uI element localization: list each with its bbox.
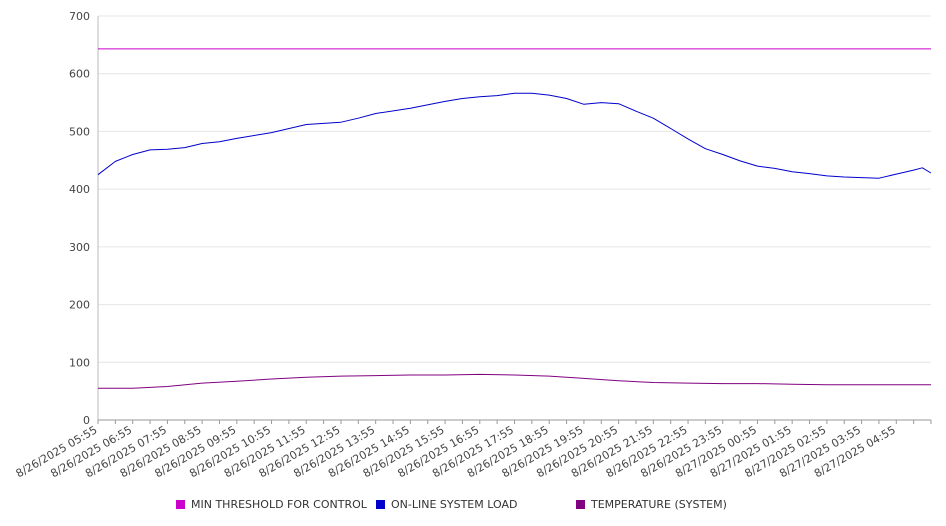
legend-label-temperature: TEMPERATURE (SYSTEM) bbox=[591, 498, 727, 511]
y-tick-label: 0 bbox=[83, 414, 90, 427]
temperature-line bbox=[98, 373, 931, 389]
y-tick-label: 700 bbox=[69, 10, 90, 23]
legend-swatch-min-threshold bbox=[176, 500, 185, 509]
y-tick-label: 100 bbox=[69, 356, 90, 369]
legend-label-system-load: ON-LINE SYSTEM LOAD bbox=[391, 498, 518, 511]
legend-item-min-threshold: MIN THRESHOLD FOR CONTROL bbox=[176, 498, 367, 511]
system-load-line bbox=[97, 92, 932, 179]
y-tick-label: 400 bbox=[69, 183, 90, 196]
x-axis: 8/26/2025 05:558/26/2025 06:558/26/2025 … bbox=[14, 419, 932, 480]
legend-item-system-load: ON-LINE SYSTEM LOAD bbox=[376, 498, 517, 511]
y-tick-label: 300 bbox=[69, 241, 90, 254]
plot-area bbox=[97, 48, 932, 389]
y-tick-label: 600 bbox=[69, 68, 90, 81]
legend-swatch-temperature bbox=[576, 500, 585, 509]
legend-swatch-system-load bbox=[376, 500, 385, 509]
y-tick-label: 200 bbox=[69, 299, 90, 312]
y-axis: 0 100 200 300 400 500 600 700 bbox=[69, 10, 99, 427]
legend-item-temperature: TEMPERATURE (SYSTEM) bbox=[576, 498, 727, 511]
y-tick-label: 500 bbox=[69, 125, 90, 138]
gridlines bbox=[98, 15, 931, 421]
legend: MIN THRESHOLD FOR CONTROL ON-LINE SYSTEM… bbox=[0, 498, 946, 514]
legend-label-min-threshold: MIN THRESHOLD FOR CONTROL bbox=[191, 498, 367, 511]
